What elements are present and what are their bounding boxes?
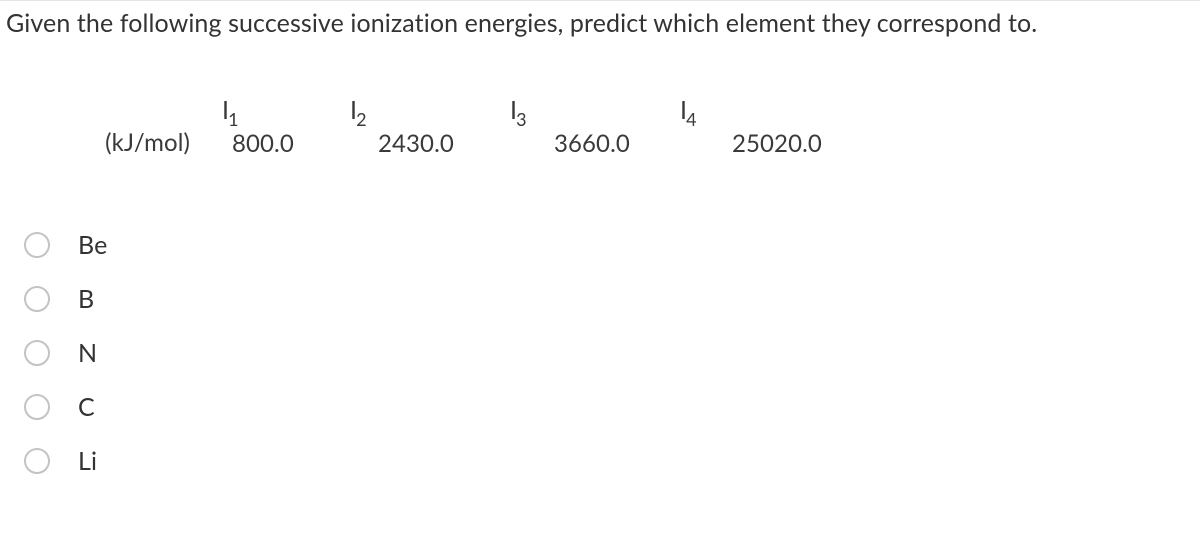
option-b[interactable]: B — [24, 284, 1200, 314]
table-col-2: I 2 2430.0 — [340, 89, 510, 158]
radio-icon[interactable] — [24, 232, 50, 258]
row-label: (kJ/mol) — [60, 89, 190, 157]
col-header-sub: 1 — [228, 110, 239, 128]
option-c[interactable]: C — [24, 392, 1200, 422]
option-label: N — [78, 338, 97, 368]
radio-icon[interactable] — [24, 448, 50, 474]
radio-icon[interactable] — [24, 286, 50, 312]
col-value-1: 800.0 — [222, 129, 294, 158]
col-value-4: 25020.0 — [680, 129, 822, 158]
table-col-1: I 1 800.0 — [190, 89, 340, 158]
col-value-3: 3660.0 — [510, 129, 630, 158]
option-label: C — [78, 392, 95, 422]
col-header-1: I 1 — [222, 89, 240, 123]
option-li[interactable]: Li — [24, 446, 1200, 476]
option-label: B — [78, 284, 94, 314]
radio-icon[interactable] — [24, 340, 50, 366]
question-container: Given the following successive ionizatio… — [0, 0, 1200, 549]
col-header-sub: 3 — [516, 110, 527, 128]
col-header-sub: 2 — [356, 110, 367, 128]
table-columns: I 1 800.0 I 2 2430.0 I 3 3660.0 — [190, 89, 878, 158]
option-label: Li — [78, 446, 97, 476]
answer-options: Be B N C Li — [24, 230, 1200, 476]
question-text: Given the following successive ionizatio… — [0, 1, 1200, 41]
ionization-table: (kJ/mol) I 1 800.0 I 2 2430.0 I 3 — [60, 89, 1200, 158]
col-header-3: I 3 — [510, 89, 528, 123]
col-value-2: 2430.0 — [350, 129, 454, 158]
option-n[interactable]: N — [24, 338, 1200, 368]
col-header-sub: 4 — [686, 110, 697, 128]
option-be[interactable]: Be — [24, 230, 1200, 260]
col-header-2: I 2 — [350, 89, 368, 123]
table-col-4: I 4 25020.0 — [678, 89, 878, 158]
col-header-4: I 4 — [680, 89, 698, 123]
option-label: Be — [78, 230, 107, 260]
radio-icon[interactable] — [24, 394, 50, 420]
table-col-3: I 3 3660.0 — [510, 89, 678, 158]
